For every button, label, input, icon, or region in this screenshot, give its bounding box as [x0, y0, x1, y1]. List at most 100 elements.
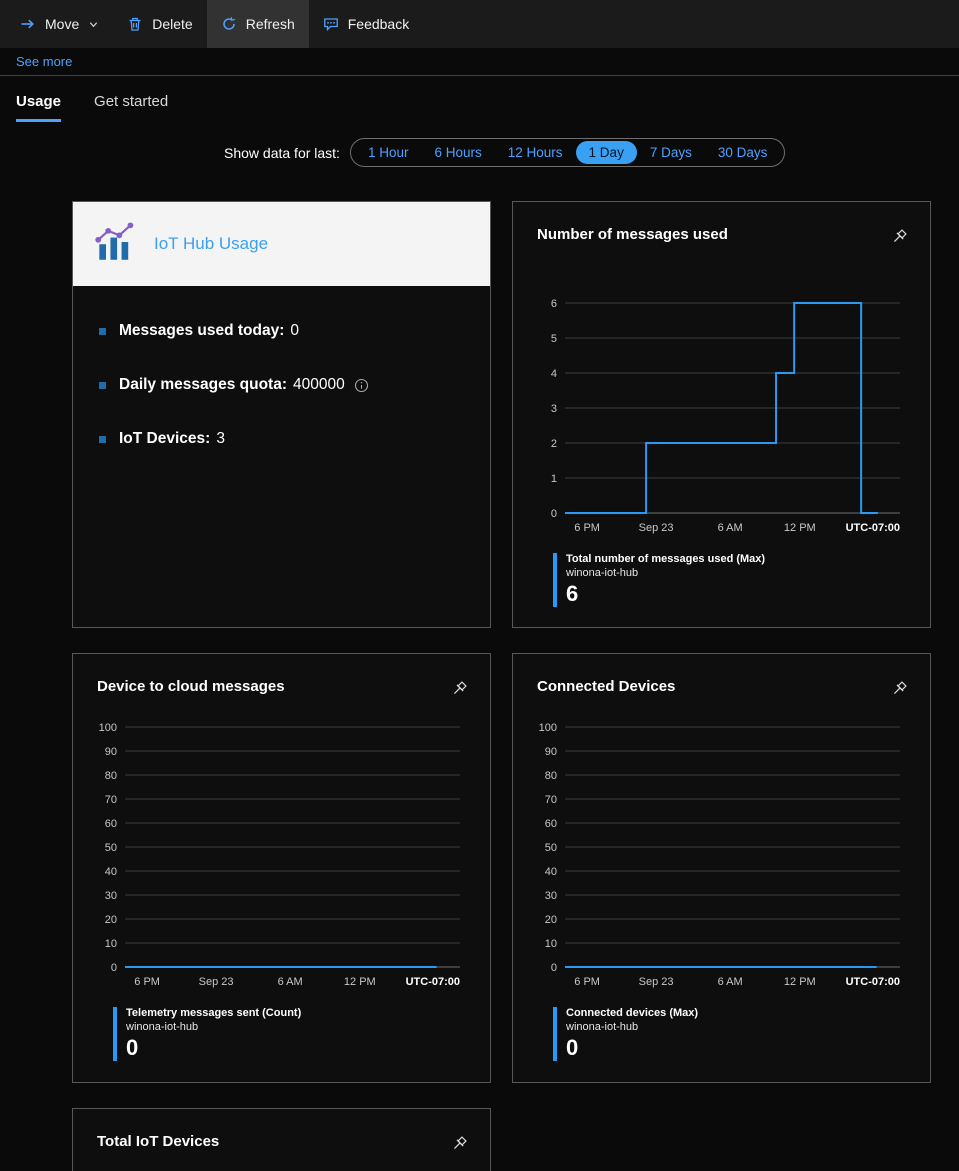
command-label: Feedback	[347, 16, 410, 32]
card-device-to-cloud-messages: Device to cloud messages 0 10 20 30 40 50 60 70…	[72, 653, 491, 1083]
pin-icon	[453, 1136, 467, 1150]
svg-text:100: 100	[99, 722, 117, 734]
pin-button[interactable]	[888, 226, 910, 251]
device-to-cloud-chart: 0 10 20 30 40 50 60 70 80 90 100 6 PM Sep 23 6 AM 12 P…	[99, 722, 460, 988]
chevron-down-icon	[88, 19, 99, 30]
svg-text:6: 6	[551, 298, 557, 310]
tab-get-started[interactable]: Get started	[94, 93, 169, 110]
time-filter-label: Show data for last:	[224, 144, 340, 161]
svg-text:UTC-07:00: UTC-07:00	[406, 976, 460, 988]
svg-text:90: 90	[545, 746, 557, 758]
svg-text:1: 1	[551, 473, 557, 485]
legend-value: 6	[566, 581, 579, 606]
delete-icon	[127, 16, 143, 32]
svg-text:10: 10	[545, 938, 557, 950]
svg-text:UTC-07:00: UTC-07:00	[846, 522, 900, 534]
legend-value: 0	[566, 1035, 579, 1060]
svg-text:20: 20	[545, 914, 557, 926]
chart-legend: Connected devices (Max) winona-iot-hub 0	[553, 1007, 906, 1061]
dashboard-grid: IoT Hub Usage Messages used today: 0 Dai…	[72, 201, 931, 1171]
svg-text:4: 4	[551, 368, 557, 380]
usage-item-messages-today: Messages used today: 0	[99, 322, 464, 340]
legend-series-name: Total number of messages used (Max)	[566, 553, 766, 565]
svg-text:50: 50	[545, 842, 557, 854]
svg-text:6 PM: 6 PM	[574, 522, 600, 534]
svg-text:6 AM: 6 AM	[718, 976, 743, 988]
svg-text:12 PM: 12 PM	[784, 976, 816, 988]
legend-value: 0	[126, 1035, 139, 1060]
svg-text:Sep 23: Sep 23	[639, 976, 674, 988]
usage-item-iot-devices: IoT Devices: 3	[99, 430, 464, 448]
refresh-icon	[221, 16, 237, 32]
command-refresh[interactable]: Refresh	[206, 0, 309, 48]
chart-legend: Telemetry messages sent (Count) winona-i…	[113, 1007, 466, 1061]
tab-bar: Usage Get started	[0, 76, 959, 122]
pin-button[interactable]	[448, 678, 470, 703]
time-range-option-1-day[interactable]: 1 Day	[575, 141, 637, 164]
command-label: Delete	[152, 16, 193, 32]
time-range-selector: 1 Hour 6 Hours 12 Hours 1 Day 7 Days 30 …	[349, 138, 786, 167]
command-label: Refresh	[245, 16, 295, 32]
pin-icon	[453, 681, 467, 695]
svg-text:70: 70	[545, 794, 557, 806]
messages-used-chart: 0 1 2 3 4 5 6 6 PM Sep 23 6 AM 12 PM UTC-07:00	[551, 298, 900, 534]
command-bar: Move Delete Refresh	[0, 0, 959, 48]
pin-button[interactable]	[888, 678, 910, 703]
bullet-icon	[99, 435, 106, 443]
svg-text:6 PM: 6 PM	[574, 976, 600, 988]
command-move[interactable]: Move	[6, 0, 113, 48]
svg-text:50: 50	[105, 842, 117, 854]
pin-icon	[893, 229, 907, 243]
svg-text:30: 30	[545, 890, 557, 902]
svg-text:6 AM: 6 AM	[278, 976, 303, 988]
svg-text:80: 80	[545, 770, 557, 782]
svg-text:30: 30	[105, 890, 117, 902]
card-connected-devices: Connected Devices 0 10 20 30 40 50 60 70 80 90 100…	[512, 653, 931, 1083]
usage-tile-title: IoT Hub Usage	[154, 234, 269, 253]
command-delete[interactable]: Delete	[113, 0, 206, 48]
legend-color-bar	[553, 1007, 557, 1061]
svg-text:20: 20	[105, 914, 117, 926]
svg-text:80: 80	[105, 770, 117, 782]
svg-text:40: 40	[105, 866, 117, 878]
svg-text:5: 5	[551, 333, 557, 345]
command-feedback[interactable]: Feedback	[309, 0, 423, 48]
svg-text:Sep 23: Sep 23	[199, 976, 234, 988]
info-icon[interactable]	[354, 378, 369, 393]
time-range-option-30-days[interactable]: 30 Days	[717, 145, 768, 160]
svg-text:10: 10	[105, 938, 117, 950]
legend-resource-name: winona-iot-hub	[566, 567, 639, 579]
feedback-icon	[323, 16, 339, 32]
time-range-option-6-hours[interactable]: 6 Hours	[434, 145, 482, 160]
svg-text:40: 40	[545, 866, 557, 878]
pin-icon	[893, 681, 907, 695]
time-filter-row: Show data for last: 1 Hour 6 Hours 12 Ho…	[0, 138, 959, 167]
chart-legend: Total number of messages used (Max) wino…	[553, 553, 906, 607]
svg-text:6 PM: 6 PM	[134, 976, 160, 988]
legend-resource-name: winona-iot-hub	[566, 1021, 639, 1033]
svg-text:100: 100	[539, 722, 557, 734]
legend-series-name: Connected devices (Max)	[566, 1007, 699, 1019]
see-more-link[interactable]: See more	[16, 54, 73, 69]
usage-tile-header: IoT Hub Usage	[73, 202, 490, 286]
svg-text:60: 60	[545, 818, 557, 830]
time-range-option-12-hours[interactable]: 12 Hours	[507, 145, 563, 160]
tab-usage[interactable]: Usage	[16, 93, 62, 122]
chart-title: Connected Devices	[537, 678, 676, 695]
svg-text:60: 60	[105, 818, 117, 830]
time-range-option-7-days[interactable]: 7 Days	[649, 145, 692, 160]
legend-color-bar	[113, 1007, 117, 1061]
svg-text:12 PM: 12 PM	[344, 976, 376, 988]
svg-text:0: 0	[551, 962, 557, 974]
command-label: Move	[45, 16, 80, 32]
svg-text:90: 90	[105, 746, 117, 758]
svg-text:6 AM: 6 AM	[718, 522, 743, 534]
svg-text:70: 70	[105, 794, 117, 806]
svg-text:0: 0	[551, 508, 557, 520]
pin-button[interactable]	[448, 1133, 470, 1158]
chart-title: Device to cloud messages	[97, 678, 285, 695]
card-number-of-messages-used: Number of messages used 0 1 2 3 4 5 6 6 PM Sep 2…	[512, 201, 931, 628]
svg-text:UTC-07:00: UTC-07:00	[846, 976, 900, 988]
time-range-option-1-hour[interactable]: 1 Hour	[367, 145, 409, 160]
legend-series-name: Telemetry messages sent (Count)	[126, 1007, 302, 1019]
